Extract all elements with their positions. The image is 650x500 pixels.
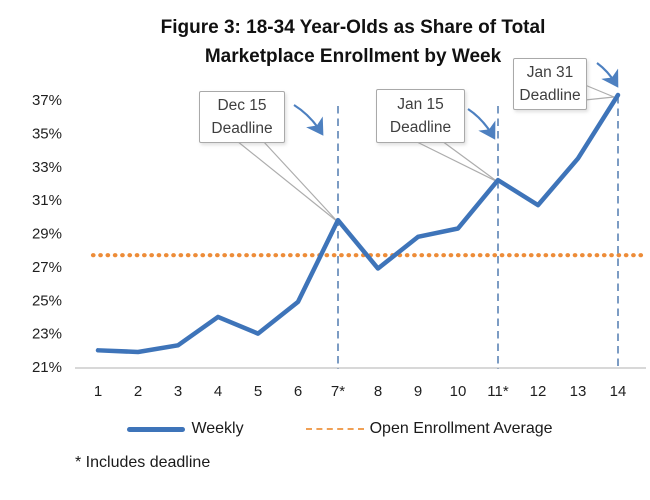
chart-footnote: * Includes deadline (75, 454, 211, 471)
y-tick-label-25: 25% (32, 292, 62, 309)
y-tick-label-29: 29% (32, 226, 62, 243)
callout-tail-jan31 (584, 84, 615, 101)
x-tick-label-8: 8 (374, 383, 382, 400)
x-tick-label-2: 2 (134, 383, 142, 400)
x-tick-label-3: 3 (174, 383, 182, 400)
x-tick-label-1: 1 (94, 383, 102, 400)
x-tick-label-13: 13 (570, 383, 587, 400)
chart-title-line1: Figure 3: 18-34 Year-Olds as Share of To… (160, 17, 546, 38)
y-tick-label-33: 33% (32, 159, 62, 176)
x-tick-label-10: 10 (450, 383, 467, 400)
x-tick-label-4: 4 (214, 383, 222, 400)
chart-title: Figure 3: 18-34 Year-Olds as Share of To… (56, 13, 650, 71)
legend-item-average: Open Enrollment Average (305, 420, 553, 438)
y-tick-label-23: 23% (32, 326, 62, 343)
callout-dec15-line2: Deadline (211, 120, 273, 137)
y-tick-label-37: 37% (32, 92, 62, 109)
callout-dec15-line1: Dec 15 (217, 97, 267, 114)
y-tick-label-35: 35% (32, 125, 62, 142)
callout-tail-dec15 (236, 140, 339, 223)
deadline-arrow-jan15 (467, 108, 496, 140)
y-tick-label-27: 27% (32, 259, 62, 276)
callout-jan15-line2: Deadline (389, 119, 452, 136)
chart-legend: Weekly Open Enrollment Average (30, 420, 650, 438)
x-tick-label-9: 9 (414, 383, 422, 400)
callout-tail-jan15 (414, 140, 499, 183)
callout-jan31-line1: Jan 31 (526, 64, 574, 81)
legend-label-weekly: Weekly (191, 420, 244, 437)
callout-jan31-deadline: Jan 31 Deadline (513, 58, 587, 110)
deadline-arrow-jan31 (596, 62, 619, 88)
chart-title-line2: Marketplace Enrollment by Week (204, 46, 502, 67)
deadline-arrow-dec15 (293, 104, 324, 136)
callout-jan15-deadline: Jan 15 Deadline (376, 89, 465, 143)
x-tick-label-12: 12 (530, 383, 547, 400)
y-tick-label-21: 21% (32, 359, 62, 376)
legend-label-average: Open Enrollment Average (369, 420, 553, 437)
x-tick-label-14: 14 (610, 383, 627, 400)
legend-item-weekly: Weekly (127, 420, 244, 438)
callout-jan31-line2: Deadline (519, 87, 581, 104)
weekly-line-swatch (127, 426, 186, 432)
x-tick-label-5: 5 (254, 383, 262, 400)
x-tick-label-7: 7* (331, 383, 345, 400)
weekly-series-line (95, 92, 621, 355)
average-line-swatch (305, 428, 364, 430)
y-tick-label-31: 31% (32, 192, 62, 209)
x-tick-label-11: 11* (487, 383, 509, 400)
callout-dec15-deadline: Dec 15 Deadline (199, 91, 285, 143)
callout-jan15-line1: Jan 15 (397, 96, 444, 113)
x-tick-label-6: 6 (294, 383, 302, 400)
